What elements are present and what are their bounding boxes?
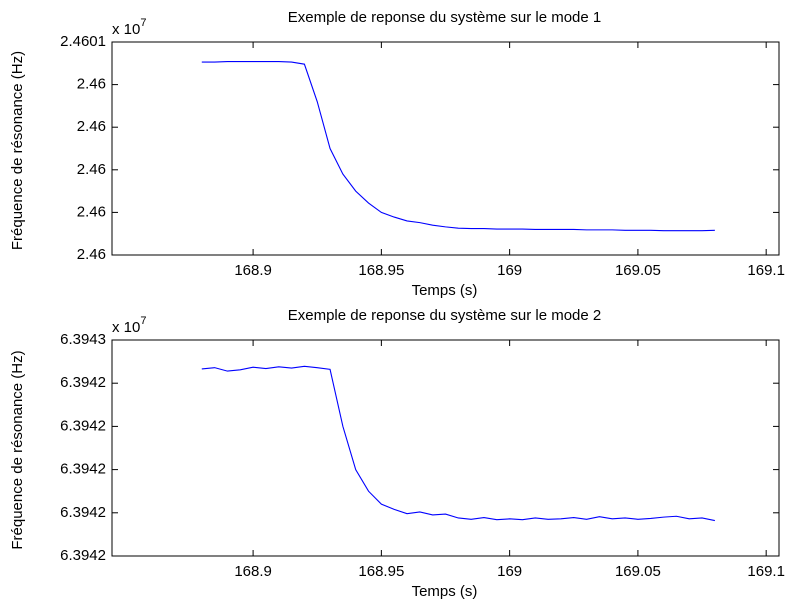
y-tick-label: 2.46 (77, 203, 106, 220)
axes-box (111, 339, 780, 557)
multiplier-power: 7 (140, 17, 146, 29)
x-tick-label: 169 (497, 262, 522, 279)
axes-box (111, 41, 780, 256)
x-tick-label: 168.95 (358, 262, 404, 279)
multiplier-base: x 10 (112, 319, 140, 336)
y-tick-label: 2.4601 (60, 33, 106, 50)
y-axis-label: Fréquence de résonance (Hz) (9, 350, 26, 549)
y-tick-label: 6.3942 (60, 417, 106, 434)
x-tick-label: 168.9 (234, 563, 272, 580)
y-tick-label: 6.3943 (60, 331, 106, 348)
y-tick-label: 6.3942 (60, 504, 106, 521)
x-tick-label: 169.05 (615, 262, 661, 279)
multiplier-base: x 10 (112, 21, 140, 38)
y-tick-label: 6.3942 (60, 461, 106, 478)
chart-title: Exemple de reponse du système sur le mod… (288, 307, 602, 324)
x-tick-label: 169.05 (615, 563, 661, 580)
x-tick-label: 168.9 (234, 262, 272, 279)
x-axis-label: Temps (s) (412, 282, 478, 299)
y-tick-label: 2.46 (77, 118, 106, 135)
chart-title: Exemple de reponse du système sur le mod… (288, 9, 602, 26)
y-tick-label: 2.46 (77, 246, 106, 263)
y-axis-label: Fréquence de résonance (Hz) (9, 51, 26, 250)
x-tick-label: 169.1 (747, 262, 785, 279)
x-tick-label: 169.1 (747, 563, 785, 580)
y-tick-label: 6.3942 (60, 547, 106, 564)
y-tick-label: 6.3942 (60, 374, 106, 391)
x-tick-label: 168.95 (358, 563, 404, 580)
y-multiplier: x 107 (112, 17, 146, 38)
x-axis-label: Temps (s) (412, 583, 478, 600)
data-line (201, 61, 715, 232)
y-tick-label: 2.46 (77, 161, 106, 178)
y-tick-label: 2.46 (77, 76, 106, 93)
y-multiplier: x 107 (112, 315, 146, 336)
multiplier-power: 7 (140, 315, 146, 327)
x-tick-label: 169 (497, 563, 522, 580)
data-line (201, 365, 715, 522)
